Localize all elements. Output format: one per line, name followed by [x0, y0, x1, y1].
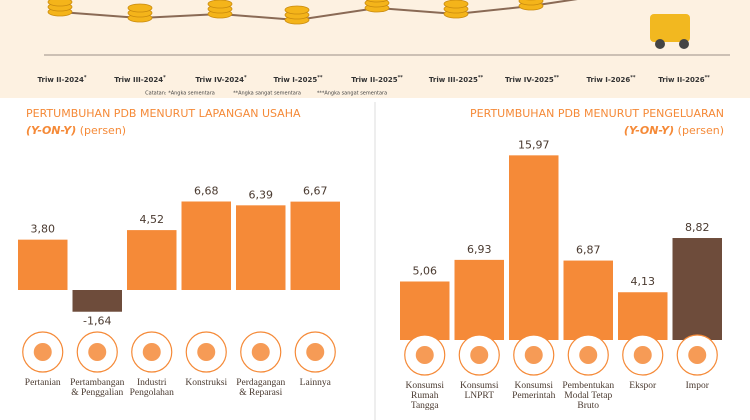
quarter-text: Triw III-2025 [429, 76, 478, 84]
note: ***Angka sangat sementara [317, 91, 387, 97]
bar [400, 281, 450, 340]
quarter-text: Triw I-2026 [587, 76, 631, 84]
quarter-text: Triw II-2025 [351, 76, 397, 84]
note: Catatan: *Angka sementara [145, 91, 215, 97]
quarter-text: Triw IV-2024 [195, 76, 244, 84]
bar [509, 155, 559, 340]
quarter-sup: ** [398, 75, 404, 81]
category-icon-inner [306, 343, 325, 361]
chart-subtitle: (Y-ON-Y) (persen) [624, 124, 724, 137]
category-icon-inner [33, 343, 52, 361]
bar [618, 292, 668, 340]
chart-subtitle: (Y-ON-Y) (persen) [26, 124, 126, 137]
bar [454, 259, 504, 340]
quarter-sup: * [163, 75, 166, 81]
category-label: Konstruksi [185, 378, 228, 388]
quarter-text: Triw II-2026 [658, 76, 704, 84]
quarter-label: Triw III-2025** [429, 75, 484, 85]
category-label: Konsumsi LNPRT [459, 381, 499, 401]
quarter-sup: ** [554, 75, 560, 81]
quarter-text: Triw IV-2025 [505, 76, 554, 84]
quarter-label: Triw I-2026** [587, 75, 636, 85]
category-label: Konsumsi Rumah Tangga [405, 381, 445, 411]
quarter-label: Triw II-2024* [38, 75, 87, 85]
bar [181, 201, 231, 290]
quarter-label: Triw IV-2024* [195, 75, 247, 85]
category-icon-inner [470, 346, 489, 364]
quarter-sup: ** [317, 75, 323, 81]
quarter-label: Triw II-2025** [351, 75, 403, 85]
category-label: Ekspor [629, 381, 657, 391]
category-label: Pertambangan & Penggalian [70, 378, 125, 398]
quarter-label: Triw III-2024* [114, 75, 166, 85]
category-icon-inner [415, 346, 434, 364]
category-icon-inner [197, 343, 216, 361]
category-icon-inner [88, 343, 107, 361]
quarter-label: Triw II-2026** [658, 75, 710, 85]
value-label: 15,97 [518, 138, 550, 151]
bar [672, 238, 722, 340]
category-label: Impor [685, 381, 709, 391]
value-label: 6,67 [303, 185, 328, 198]
coin [443, 0, 469, 9]
forklift [650, 14, 690, 42]
category-label: Industri Pengolahan [129, 378, 174, 398]
category-icon-inner [633, 346, 652, 364]
bar [127, 230, 177, 290]
subtitle-unit: (persen) [678, 124, 724, 137]
value-label: 8,82 [685, 221, 710, 234]
bar [563, 260, 613, 340]
value-label: 4,52 [140, 213, 165, 226]
value-label: 6,87 [576, 244, 601, 257]
category-icon-inner [524, 346, 543, 364]
category-label: Pembentukan Modal Tetap Bruto [562, 381, 615, 411]
bar [290, 201, 340, 290]
coin [207, 0, 233, 9]
quarter-label: Triw IV-2025** [505, 75, 559, 85]
quarter-sup: * [84, 75, 87, 81]
category-icon-inner [579, 346, 598, 364]
category-icon-inner [251, 343, 270, 361]
value-label: 6,39 [249, 188, 274, 201]
quarter-sup: * [244, 75, 247, 81]
category-label: Lainnya [299, 378, 331, 388]
quarter-sup: ** [630, 75, 636, 81]
wheel [655, 39, 665, 49]
category-icon-inner [142, 343, 161, 361]
coin [127, 3, 153, 13]
subtitle-yoy: (Y-ON-Y) [624, 124, 674, 137]
quarter-sup: ** [478, 75, 484, 81]
category-label: Perdagangan & Reparasi [236, 378, 286, 398]
coin [365, 0, 389, 3]
chart-title: PERTUMBUHAN PDB MENURUT LAPANGAN USAHA [26, 107, 301, 120]
bar [18, 239, 68, 290]
coin [518, 0, 544, 6]
quarter-text: Triw I-2025 [274, 76, 318, 84]
value-label: -1,64 [83, 315, 111, 328]
coin [47, 0, 73, 7]
quarter-text: Triw III-2024 [114, 76, 163, 84]
note: **Angka sangat sementara [233, 91, 301, 97]
subtitle-yoy: (Y-ON-Y) [26, 124, 76, 137]
category-label: Pertanian [24, 378, 61, 388]
category-icon-inner [688, 346, 707, 364]
quarter-sup: ** [705, 75, 711, 81]
value-label: 6,68 [194, 184, 219, 197]
bar [72, 290, 122, 312]
value-label: 4,13 [631, 275, 656, 288]
quarter-label: Triw I-2025** [274, 75, 323, 85]
wheel [679, 39, 689, 49]
subtitle-unit: (persen) [80, 124, 126, 137]
value-label: 5,06 [413, 264, 438, 277]
trend-line [59, 0, 578, 22]
coin [284, 5, 310, 15]
quarter-text: Triw II-2024 [38, 76, 84, 84]
chart-title: PERTUMBUHAN PDB MENURUT PENGELUARAN [470, 107, 724, 120]
category-label: Konsumsi Pemerintah [512, 381, 556, 401]
value-label: 3,80 [31, 223, 56, 236]
bar [236, 205, 286, 290]
value-label: 6,93 [467, 243, 492, 256]
